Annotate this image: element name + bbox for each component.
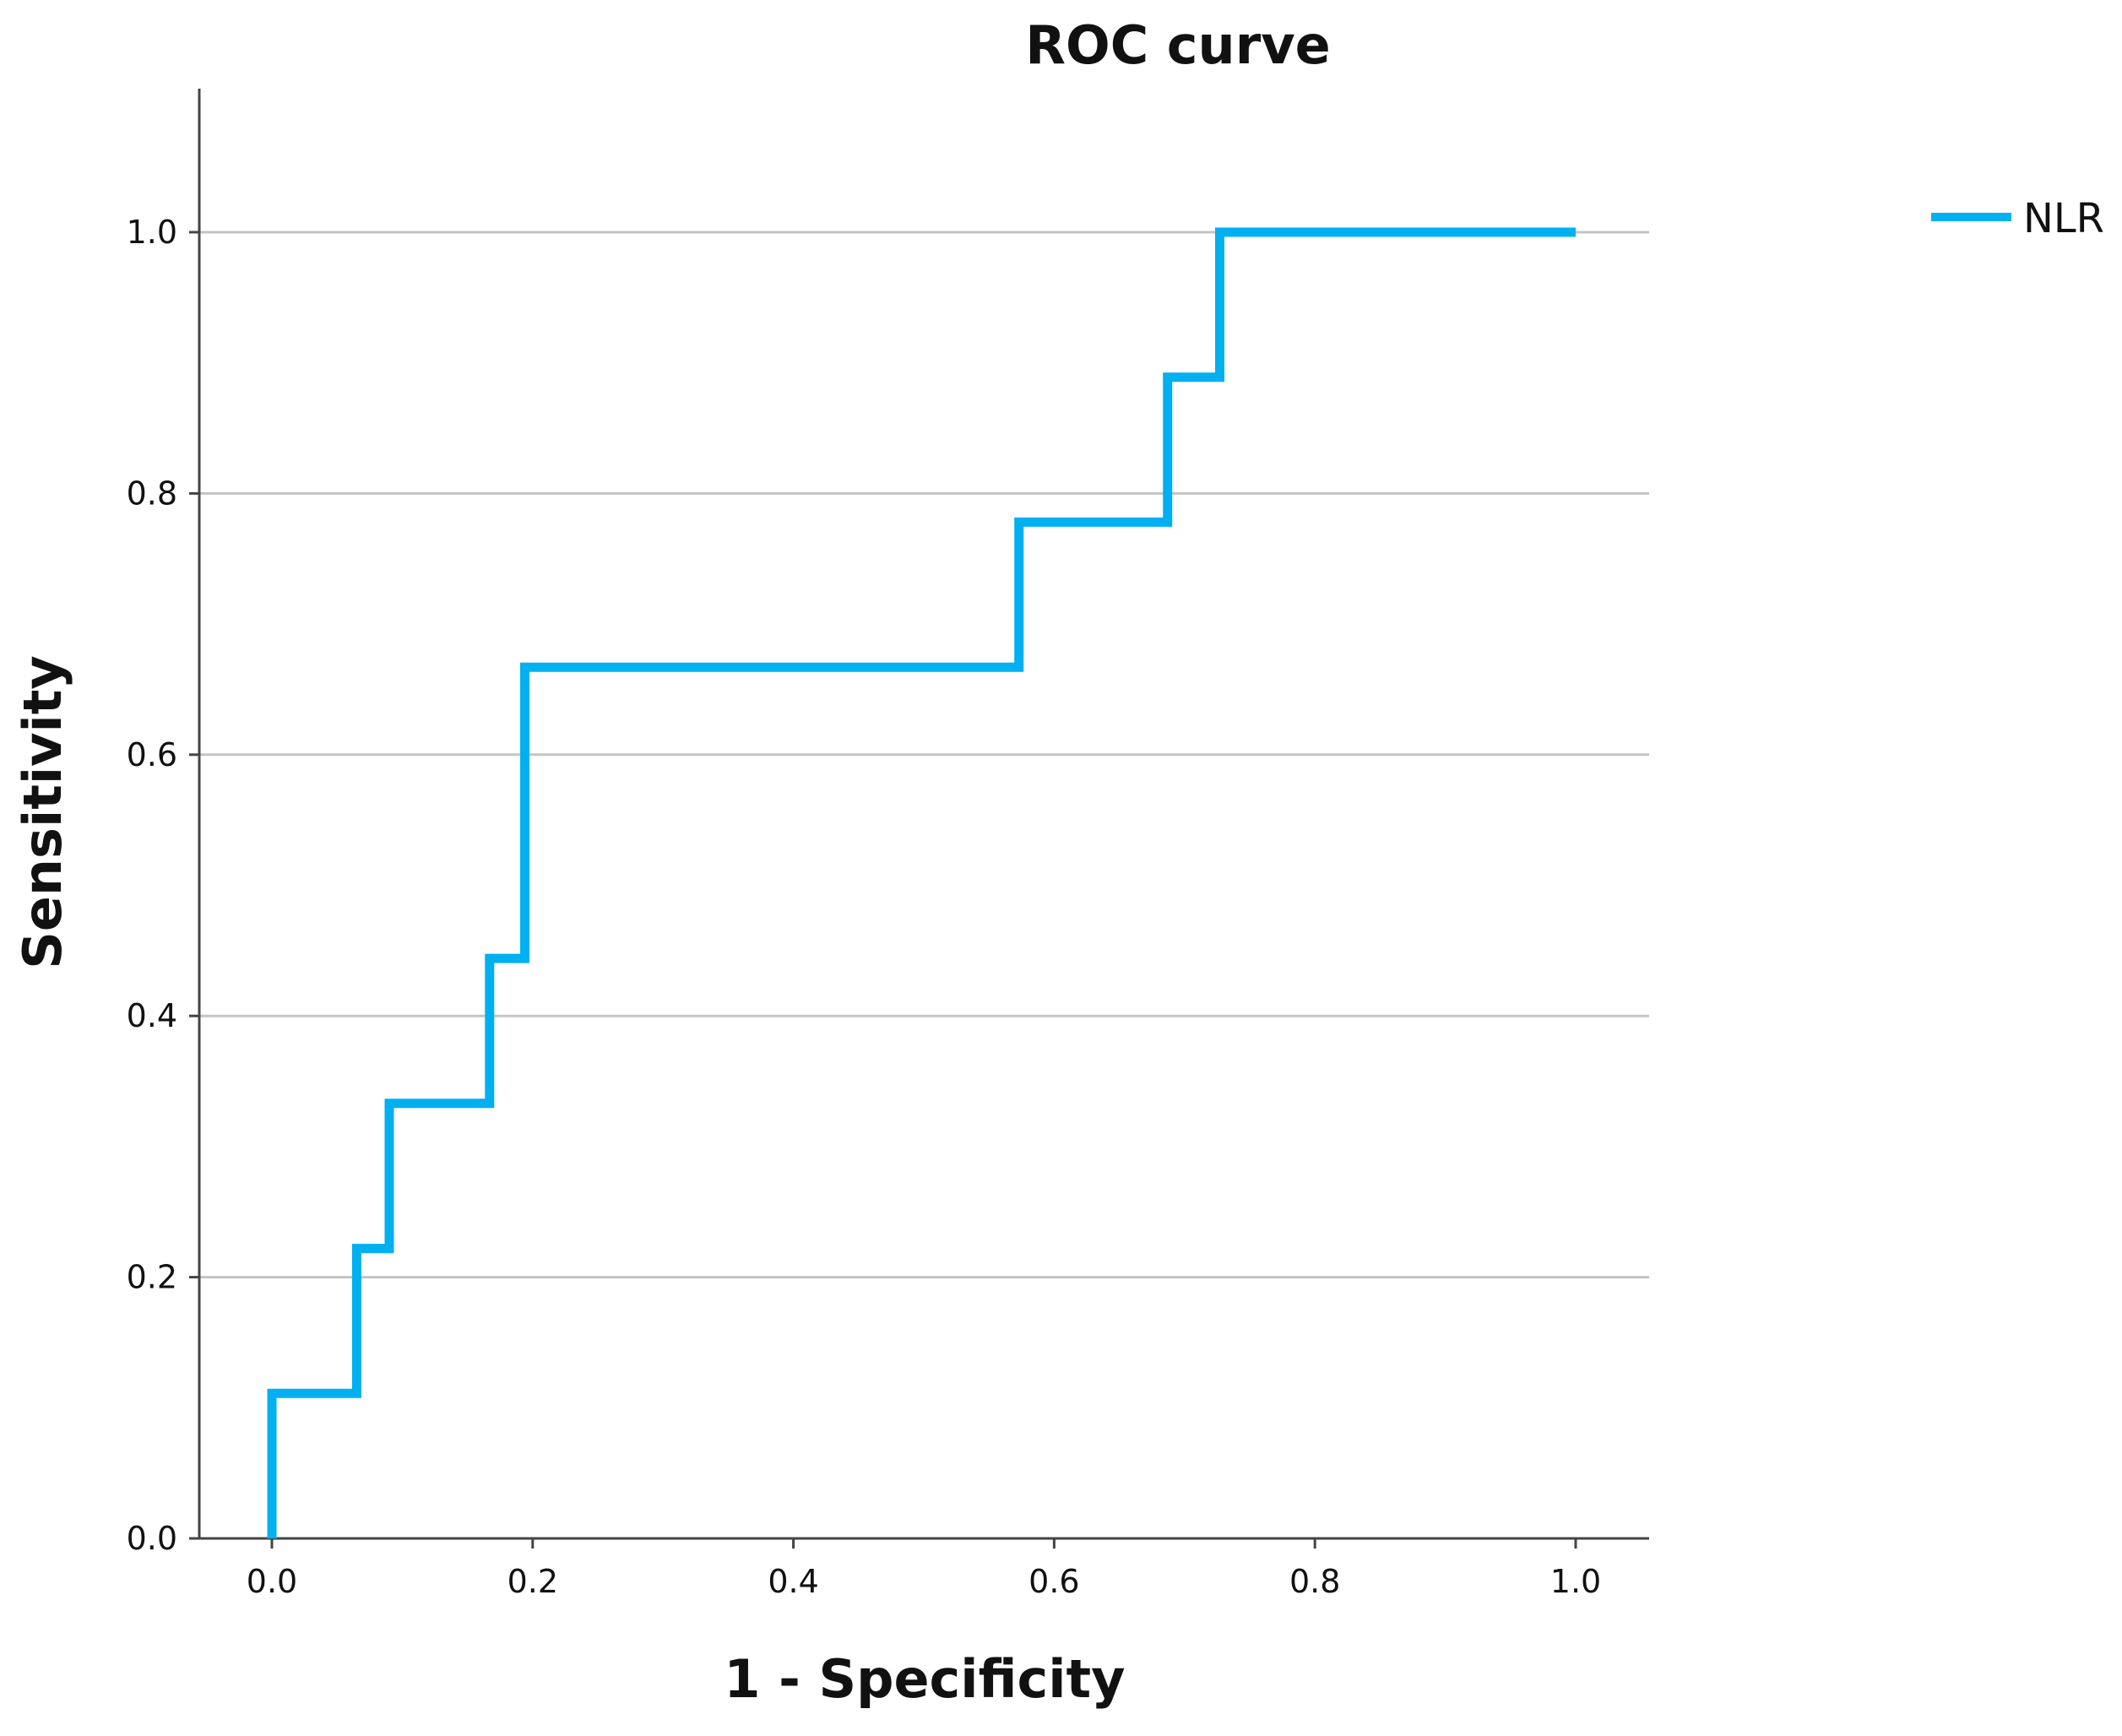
x-tick-label: 0.6	[1028, 1563, 1079, 1600]
series-line-nlr	[267, 227, 1576, 1538]
x-tick-label: 0.4	[768, 1563, 818, 1600]
series-layer	[267, 227, 1576, 1538]
legend: NLR	[1931, 195, 2104, 242]
x-tick-label: 0.0	[247, 1563, 297, 1600]
x-tick-label: 0.2	[507, 1563, 558, 1600]
x-tick-label: 1.0	[1550, 1563, 1601, 1600]
y-tick-label: 0.8	[127, 475, 177, 512]
x-tick-label: 0.8	[1289, 1563, 1340, 1600]
y-tick-label: 0.4	[127, 997, 177, 1034]
y-tick-label: 0.2	[127, 1259, 177, 1296]
y-axis-ticks: 0.0 0.2 0.4 0.6 0.8 1.0	[127, 214, 199, 1557]
x-axis-ticks: 0.0 0.2 0.4 0.6 0.8 1.0	[247, 1538, 1601, 1600]
grid-lines	[199, 231, 1649, 1279]
y-tick-label: 0.6	[127, 736, 177, 773]
x-axis-title: 1 - Specificity	[724, 1648, 1125, 1710]
y-tick-label: 0.0	[127, 1520, 177, 1557]
y-tick-label: 1.0	[127, 214, 177, 251]
y-axis-title: Sensitivity	[12, 655, 73, 969]
legend-label-nlr: NLR	[2023, 195, 2104, 242]
chart-title: ROC curve	[1025, 14, 1330, 76]
